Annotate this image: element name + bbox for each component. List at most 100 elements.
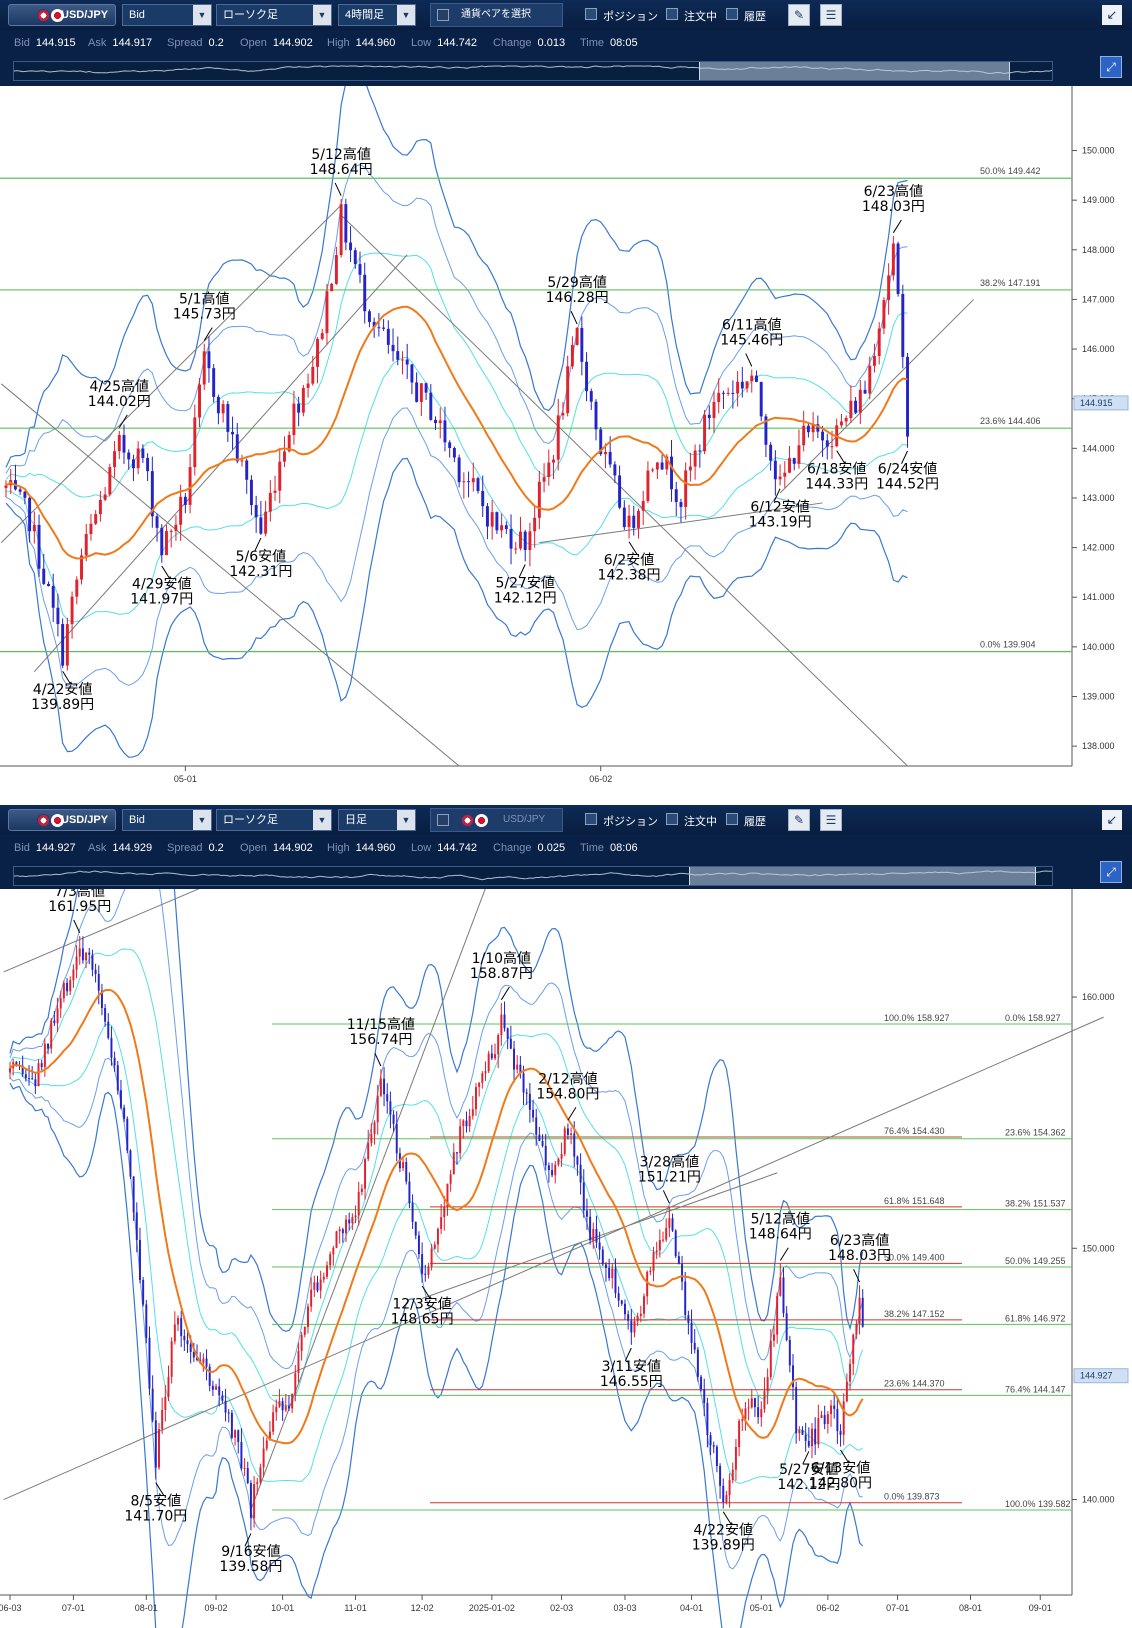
candle-body: [221, 1395, 223, 1400]
positions-checkbox[interactable]: [585, 813, 597, 825]
candle-body: [418, 1235, 420, 1254]
candle-body: [833, 1405, 835, 1408]
candle-body: [174, 1324, 176, 1341]
candle-body: [640, 1314, 642, 1316]
annotation-price: 146.28円: [546, 290, 609, 306]
pair-checkbox[interactable]: [437, 9, 449, 21]
orders-toggle[interactable]: 注文中: [666, 8, 717, 24]
drawing-tool-icon[interactable]: ✎: [788, 4, 810, 26]
price-side-select[interactable]: Bid ▼: [122, 4, 212, 26]
navigator-track[interactable]: [13, 866, 1053, 886]
candle-body: [278, 462, 281, 491]
orders-checkbox[interactable]: [666, 8, 678, 20]
y-tick-label: 149.000: [1082, 195, 1115, 205]
change-quote: Change 0.025: [493, 842, 565, 854]
annotation-title: 4/29安値: [132, 577, 191, 593]
candle-body: [595, 1229, 597, 1243]
price-chart-4h[interactable]: 50.0% 149.442 38.2% 147.191 23.6% 144.406 0…: [0, 86, 1132, 800]
history-toggle[interactable]: 履歴: [726, 813, 766, 829]
history-checkbox[interactable]: [726, 813, 738, 825]
pair-select-button[interactable]: USD/JPY: [430, 808, 563, 832]
settings-panel-icon[interactable]: ☰: [820, 809, 842, 831]
candle: [212, 364, 215, 403]
chevron-down-icon: ▼: [313, 810, 331, 830]
candle-body: [653, 1252, 655, 1270]
annotation-title: 6/18安値: [807, 461, 866, 477]
candle: [675, 1229, 677, 1258]
positions-toggle[interactable]: ポジション: [585, 8, 658, 24]
history-toggle[interactable]: 履歴: [726, 8, 766, 24]
candle-body: [222, 404, 225, 413]
chart-type-select[interactable]: ローソク足 ▼: [216, 809, 332, 831]
fib-label-right: 61.8% 146.972: [1005, 1313, 1066, 1323]
candle-body: [614, 1269, 616, 1294]
pair-select-label: 通貨ペアを選択: [461, 9, 531, 20]
positions-checkbox[interactable]: [585, 8, 597, 20]
candle-body: [358, 1192, 360, 1215]
annotation-title: 6/24安値: [878, 462, 937, 478]
candle-body: [107, 1022, 109, 1038]
collapse-icon[interactable]: ↙: [1102, 5, 1122, 25]
expand-icon[interactable]: ⤢: [1100, 861, 1122, 883]
candle-body: [628, 516, 631, 527]
annotation-price: 142.12円: [777, 1477, 840, 1493]
candle-body: [206, 1359, 208, 1367]
candle-body: [538, 1135, 540, 1141]
candle-body: [817, 1418, 819, 1444]
drawing-tool-icon[interactable]: ✎: [788, 809, 810, 831]
candle: [336, 1231, 338, 1248]
y-tick-label: 139.000: [1082, 692, 1115, 702]
timeframe-select[interactable]: 日足 ▼: [338, 809, 416, 831]
candle-body: [491, 512, 494, 526]
symbol-button[interactable]: USD/JPY: [8, 809, 116, 831]
navigator-window[interactable]: [689, 867, 1037, 885]
orders-toggle[interactable]: 注文中: [666, 813, 717, 829]
candle-body: [396, 1124, 398, 1153]
pair-checkbox[interactable]: [437, 814, 449, 826]
candle-body: [678, 1256, 680, 1264]
timeframe-select[interactable]: 4時間足 ▼: [338, 4, 416, 26]
orders-checkbox[interactable]: [666, 813, 678, 825]
candle-body: [637, 1316, 639, 1321]
current-price-label: 144.915: [1080, 398, 1113, 408]
candle-body: [576, 1157, 578, 1165]
expand-icon[interactable]: ⤢: [1100, 56, 1122, 78]
candle-body: [215, 1386, 217, 1389]
candle-body: [831, 446, 834, 447]
candle-body: [668, 1218, 670, 1228]
positions-toggle[interactable]: ポジション: [585, 813, 658, 829]
candle-body: [472, 478, 475, 482]
candle-body: [410, 365, 413, 383]
history-checkbox[interactable]: [726, 8, 738, 20]
y-tick-label: 140.000: [1082, 1495, 1115, 1505]
candle-body: [500, 525, 503, 530]
navigator-track[interactable]: [13, 61, 1053, 81]
fib-label: 38.2% 147.191: [980, 278, 1041, 288]
annotation-title: 11/15高値: [347, 1016, 415, 1033]
collapse-icon[interactable]: ↙: [1102, 810, 1122, 830]
price-chart-daily[interactable]: 100.0% 158.927 0.0% 158.927 76.4% 154.430 2…: [0, 889, 1132, 1628]
candle-body: [826, 440, 829, 446]
candle-body: [710, 1435, 712, 1445]
price-side-select[interactable]: Bid ▼: [122, 809, 212, 831]
candle-body: [75, 580, 78, 597]
candle-body: [547, 463, 550, 478]
settings-panel-icon[interactable]: ☰: [820, 4, 842, 26]
candle-body: [349, 243, 352, 251]
candle-body: [405, 1162, 407, 1182]
candle-body: [513, 1049, 515, 1070]
annotation-price: 142.31円: [229, 564, 292, 580]
candle-body: [408, 1182, 410, 1203]
navigator-window[interactable]: [699, 62, 1010, 80]
candle-body: [566, 366, 569, 413]
pair-select-button[interactable]: 通貨ペアを選択: [430, 3, 563, 27]
candle-body: [532, 1110, 534, 1118]
chevron-down-icon: ▼: [397, 5, 415, 25]
candle-body: [156, 516, 159, 528]
candle-body: [104, 1008, 106, 1022]
candle-body: [722, 1486, 724, 1502]
chart-type-select[interactable]: ローソク足 ▼: [216, 4, 332, 26]
symbol-button[interactable]: USD/JPY: [8, 4, 116, 26]
us-flag-icon: [37, 814, 50, 827]
candle-body: [608, 1268, 610, 1278]
